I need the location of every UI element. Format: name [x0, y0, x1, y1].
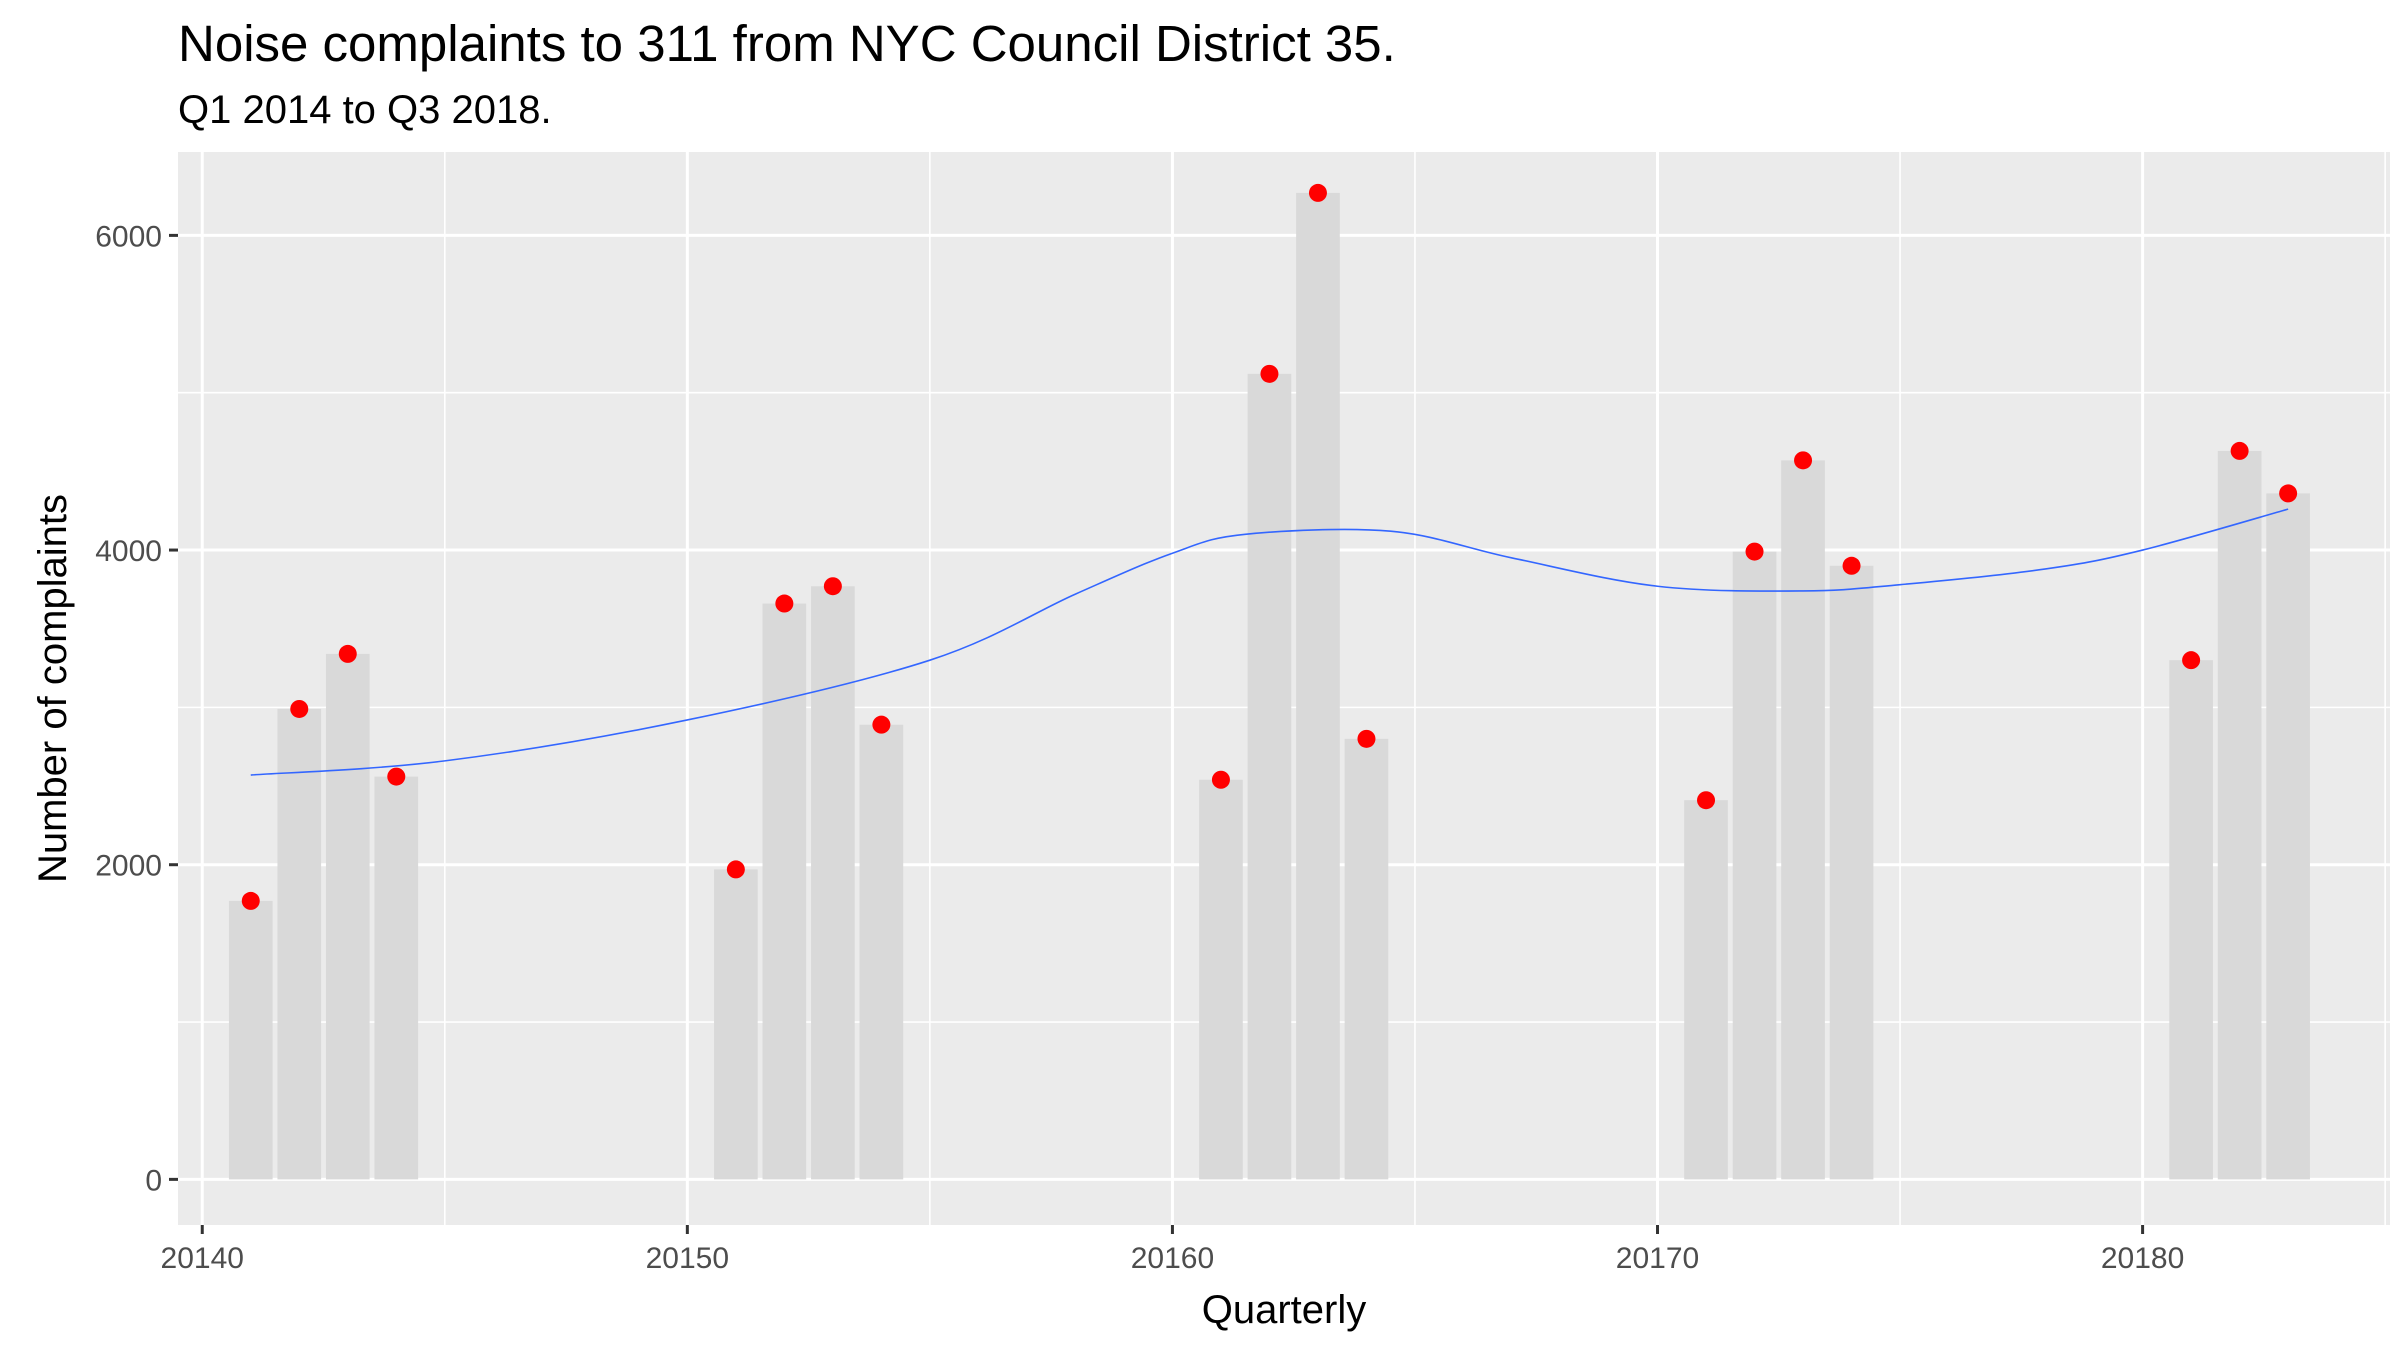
x-tick-label: 20140 — [161, 1242, 244, 1275]
y-tick-label: 6000 — [95, 220, 162, 253]
x-axis-title: Quarterly — [1202, 1288, 1367, 1332]
data-point — [2279, 484, 2298, 503]
bar — [714, 869, 758, 1180]
bar — [1344, 738, 1389, 1180]
data-point — [1357, 729, 1376, 748]
bar — [859, 724, 904, 1180]
bar — [277, 708, 322, 1180]
data-point — [1697, 791, 1716, 810]
data-point — [1745, 542, 1764, 561]
y-axis-title: Number of complaints — [31, 494, 75, 883]
y-tick-label: 4000 — [95, 535, 162, 568]
bar — [374, 776, 419, 1180]
bar — [1296, 192, 1340, 1180]
bar — [811, 586, 855, 1180]
data-point — [726, 860, 745, 879]
point-series — [241, 183, 2298, 910]
bar — [2169, 660, 2213, 1180]
smooth-trend-line — [250, 508, 2289, 776]
chart-subtitle: Q1 2014 to Q3 2018. — [178, 88, 552, 132]
x-tick-label: 20170 — [1616, 1242, 1699, 1275]
data-point — [1260, 364, 1279, 383]
y-tick-label: 2000 — [95, 850, 162, 883]
y-tick-label: 0 — [145, 1164, 162, 1197]
bar — [325, 653, 370, 1180]
data-point — [338, 644, 357, 663]
bar — [1781, 460, 1825, 1180]
data-point — [1308, 183, 1327, 202]
bar — [1732, 551, 1777, 1180]
data-point — [2182, 651, 2201, 670]
bar — [762, 603, 807, 1180]
data-point — [1211, 770, 1230, 789]
bar — [2217, 450, 2262, 1180]
data-point — [1794, 451, 1813, 470]
data-point — [2230, 441, 2249, 460]
data-point — [241, 891, 260, 910]
bar-series — [228, 192, 2310, 1180]
data-point — [872, 715, 891, 734]
chart-title: Noise complaints to 311 from NYC Council… — [178, 15, 1396, 72]
bar — [2266, 493, 2310, 1180]
data-point — [1842, 556, 1861, 575]
bar — [1829, 565, 1874, 1180]
y-axis: 0 2000 4000 6000 — [95, 220, 178, 1197]
bar — [1199, 779, 1243, 1180]
bar — [1247, 373, 1292, 1180]
x-tick-label: 20180 — [2101, 1242, 2184, 1275]
data-point — [290, 699, 309, 718]
data-point — [823, 577, 842, 596]
data-point — [387, 767, 406, 786]
bar — [228, 900, 273, 1180]
bar — [1684, 800, 1728, 1180]
x-tick-label: 20150 — [646, 1242, 729, 1275]
x-axis: 20140 20150 20160 20170 20180 — [161, 1225, 2184, 1275]
x-tick-label: 20160 — [1131, 1242, 1214, 1275]
data-point — [775, 594, 794, 613]
